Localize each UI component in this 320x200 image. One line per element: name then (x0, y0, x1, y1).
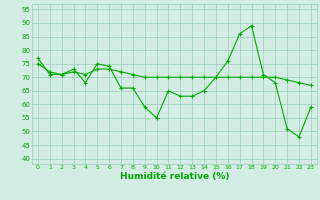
X-axis label: Humidité relative (%): Humidité relative (%) (120, 172, 229, 181)
